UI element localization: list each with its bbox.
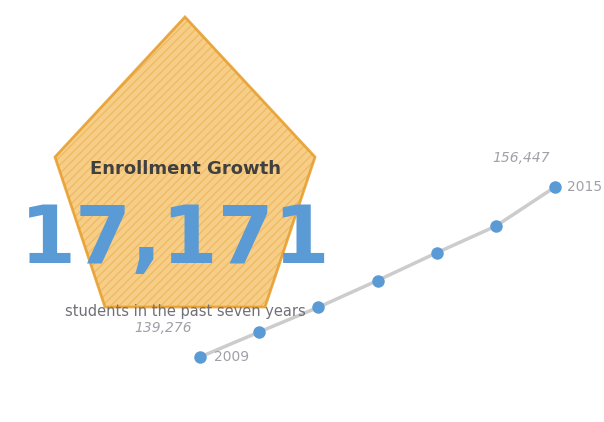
Text: 156,447: 156,447 [492, 151, 550, 165]
Text: 2015: 2015 [567, 180, 602, 194]
Text: Enrollment Growth: Enrollment Growth [89, 160, 280, 178]
Polygon shape [55, 17, 315, 307]
Text: 139,276: 139,276 [134, 321, 192, 335]
Text: 2009: 2009 [214, 350, 249, 364]
Text: students in the past seven years: students in the past seven years [65, 304, 306, 319]
Text: 17,171: 17,171 [20, 202, 330, 280]
